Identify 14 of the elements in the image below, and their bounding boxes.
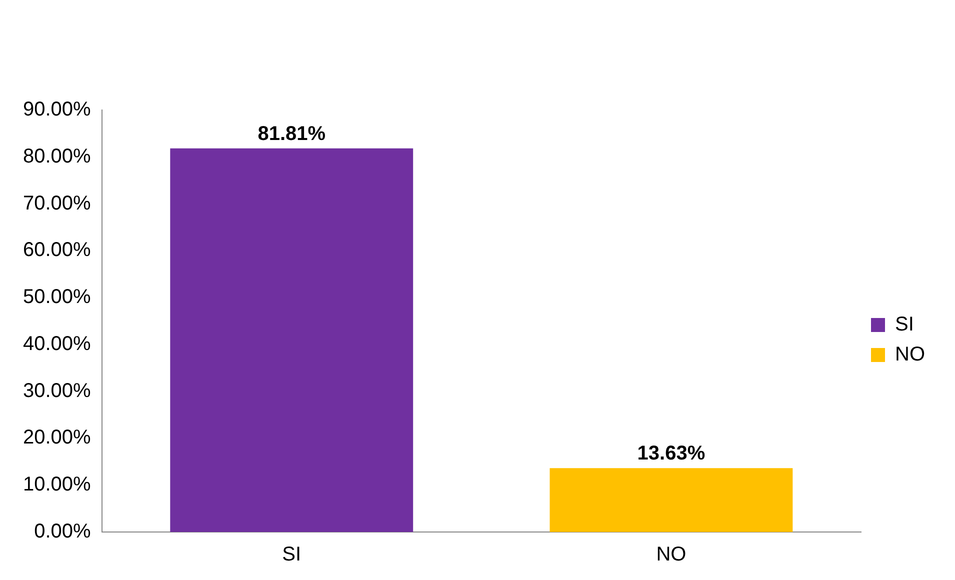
text: 81.81% xyxy=(258,122,326,145)
y-tick-label: 60.00% xyxy=(22,239,92,262)
y-tick-label: 40.00% xyxy=(22,332,92,355)
legend-label: NO xyxy=(895,344,925,366)
y-tick-label: 90.00% xyxy=(22,98,92,121)
text: 13.63% xyxy=(637,442,706,465)
y-tick-label: 20.00% xyxy=(22,426,92,449)
y-tick-label: 50.00% xyxy=(22,286,92,308)
legend-label: SI xyxy=(895,314,914,336)
y-tick-label: 0.00% xyxy=(34,520,92,543)
y-tick-label: 10.00% xyxy=(22,474,92,496)
y-tick-label: 30.00% xyxy=(22,380,92,402)
y-tick-label: 70.00% xyxy=(22,192,92,214)
y-tick-label: 80.00% xyxy=(22,145,92,168)
